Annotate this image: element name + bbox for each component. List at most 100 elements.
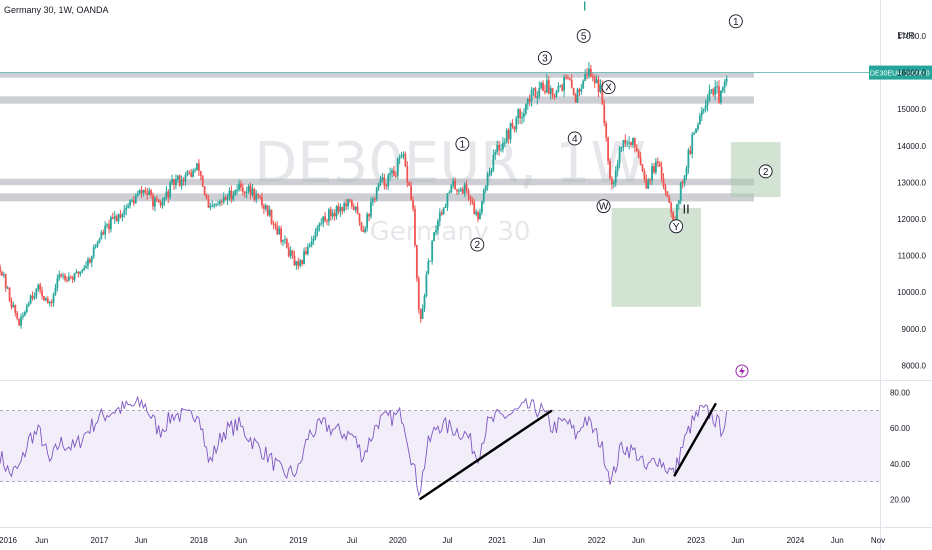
candle-body (528, 98, 531, 102)
candle-body (387, 175, 390, 187)
candle-body (532, 88, 535, 91)
candle-body (152, 195, 154, 207)
time-label-8: Jul (347, 536, 357, 545)
candle-body (698, 115, 701, 125)
candle-body (622, 139, 625, 148)
candle-body (396, 159, 399, 176)
price-tick-16000: 16000.0 (897, 69, 926, 78)
candle-body (104, 225, 107, 235)
time-label-3: Jun (135, 536, 148, 545)
candle-body (354, 206, 357, 210)
chart-title: Germany 30, 1W, OANDA (4, 5, 109, 15)
price-tick-11000: 11000.0 (898, 252, 927, 261)
candle-body (255, 194, 258, 200)
candle-body (467, 190, 470, 196)
candle-body (519, 109, 522, 119)
candle-body (261, 197, 263, 206)
candle-body (465, 184, 468, 191)
rsi-line (0, 395, 728, 497)
candle-body (220, 201, 223, 203)
candle-body (56, 278, 59, 289)
candle-body (175, 179, 177, 185)
candle-body (131, 200, 133, 202)
candle-body (643, 171, 646, 180)
candle-body (153, 197, 156, 207)
wave-label-1: 2 (475, 240, 481, 251)
candle-body (385, 185, 388, 187)
candle-body (500, 149, 502, 151)
candle-body (270, 209, 273, 224)
candle-body (165, 191, 168, 198)
wave-circle-5 (601, 80, 616, 95)
candle-body (303, 251, 305, 264)
candle-body (111, 217, 114, 219)
candle-body (173, 179, 175, 185)
candle-body (693, 133, 696, 135)
candle-body (479, 212, 481, 220)
candle-body (241, 187, 244, 192)
candle-body (565, 76, 567, 78)
candle-body (274, 224, 277, 227)
candle-body (67, 276, 70, 281)
candle-body (721, 87, 724, 91)
candle-body (436, 220, 439, 230)
candle-body (572, 88, 575, 95)
candle-body (110, 217, 112, 230)
candle-body (33, 296, 36, 299)
candle-body (329, 209, 332, 217)
candle-body (668, 197, 671, 204)
candle-body (234, 190, 237, 196)
candle-body (140, 190, 143, 193)
candle-body (123, 210, 126, 215)
candle-body (320, 223, 323, 225)
candle-body (186, 171, 189, 176)
price-tick-15000: 15000.0 (897, 105, 926, 114)
candle-body (375, 188, 378, 200)
candle-body (232, 195, 235, 200)
candle-body (339, 207, 342, 212)
candle-body (58, 274, 61, 279)
candle-body (71, 277, 74, 280)
time-label-10: Jul (442, 536, 452, 545)
candle-body (626, 143, 629, 145)
candle-body (44, 298, 47, 301)
candle-body (347, 199, 349, 207)
candle-body (1, 272, 3, 276)
time-label-19: Jun (831, 536, 844, 545)
candle-body (523, 113, 525, 118)
candle-body (538, 88, 541, 97)
candle-body (362, 230, 365, 232)
candle-body (676, 204, 678, 221)
wave-circle-2 (537, 50, 552, 65)
candle-body (404, 154, 407, 167)
candle-body (630, 142, 632, 145)
candle-body (628, 142, 631, 144)
candle-body (243, 191, 246, 194)
candle-body (456, 189, 458, 192)
time-label-2: 2017 (91, 536, 109, 545)
candle-body (312, 238, 315, 241)
candle-body (540, 82, 543, 89)
candle-body (586, 73, 588, 76)
candle-body (328, 209, 330, 222)
candle-body (685, 168, 688, 177)
candle-body (322, 216, 325, 224)
candle-body (366, 214, 369, 229)
candle-body (444, 207, 447, 209)
candle-body (697, 124, 699, 130)
candle-body (98, 239, 101, 243)
candle-body (446, 193, 449, 208)
candle-body (314, 231, 317, 239)
candle-body (190, 172, 193, 177)
candle-body (421, 308, 424, 319)
candle-body (503, 142, 506, 144)
candle-body (253, 188, 256, 200)
candle-body (349, 199, 351, 201)
rsi-tick-20: 20.00 (890, 495, 911, 504)
wave-circle-7 (669, 219, 684, 234)
wave-circle-1 (470, 237, 485, 252)
candle-body (427, 261, 430, 275)
candle-body (20, 317, 22, 326)
candle-body (259, 195, 261, 198)
